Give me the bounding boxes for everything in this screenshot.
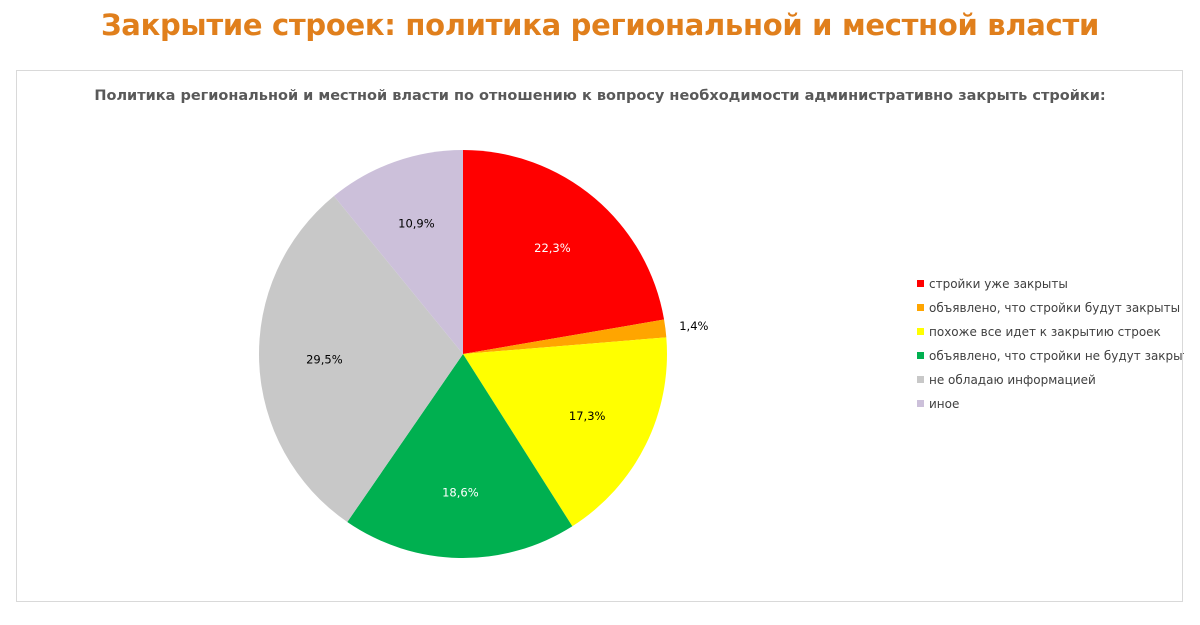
pie-data-label: 29,5% xyxy=(306,353,343,367)
pie-slice-4 xyxy=(347,354,573,558)
pie-slice-3 xyxy=(463,337,667,527)
page-title: Закрытие строек: политика региональной и… xyxy=(101,8,1099,42)
legend-label: объявлено, что стройки не будут закрыты xyxy=(929,349,1184,363)
chart-area: Политика региональной и местной власти п… xyxy=(16,70,1184,602)
legend-swatch xyxy=(917,352,924,359)
legend-label: объявлено, что стройки будут закрыты xyxy=(929,301,1180,315)
legend-swatch xyxy=(917,400,924,407)
pie-data-label: 22,3% xyxy=(534,241,571,255)
pie-slice-6 xyxy=(333,150,463,354)
pie-data-label: 18,6% xyxy=(442,486,479,500)
pie-data-label: 10,9% xyxy=(398,216,435,230)
legend-label: не обладаю информацией xyxy=(929,373,1096,387)
pie-slices xyxy=(259,150,667,558)
pie-data-labels: 22,3% 1,4% 17,3% 18,6% 29,5% 10,9% xyxy=(306,216,708,499)
pie-data-label: 17,3% xyxy=(569,409,606,423)
legend-label: похоже все идет к закрытию строек xyxy=(929,325,1161,339)
pie-data-label: 1,4% xyxy=(679,319,708,333)
legend-swatch xyxy=(917,376,924,383)
legend-label: иное xyxy=(929,397,959,411)
pie-chart: Политика региональной и местной власти п… xyxy=(94,88,1184,558)
legend-swatch xyxy=(917,328,924,335)
chart-legend: стройки уже закрыты объявлено, что стройк… xyxy=(917,277,1184,411)
pie-slice-5 xyxy=(259,196,463,523)
chart-title: Политика региональной и местной власти п… xyxy=(94,88,1105,104)
pie-slice-1 xyxy=(463,150,665,354)
legend-swatch xyxy=(917,304,924,311)
legend-label: стройки уже закрыты xyxy=(929,277,1068,291)
pie-slice-2 xyxy=(463,319,667,354)
legend-swatch xyxy=(917,280,924,287)
